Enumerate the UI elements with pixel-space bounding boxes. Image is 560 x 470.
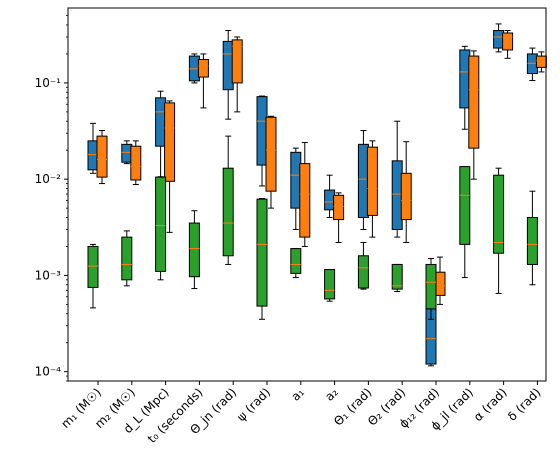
box-iqr	[299, 163, 311, 238]
x-axis: m₁ (M☉)m₂ (M☉)d_L (Mpc)t₀ (seconds)Θ_jn …	[58, 381, 544, 446]
box-2-3	[188, 210, 200, 290]
box-2-0	[87, 243, 99, 309]
box-1-2	[164, 100, 176, 233]
box-iqr	[256, 198, 268, 307]
box-iqr	[164, 102, 176, 182]
box-1-8	[366, 140, 378, 238]
box-1-12	[502, 30, 514, 59]
y-tick-label: 10⁻²	[35, 172, 62, 186]
x-tick-label: ψ (rad)	[234, 385, 273, 424]
box-0-1	[121, 140, 133, 165]
box-2-1	[121, 230, 133, 287]
box-2-13	[526, 190, 538, 286]
box-iqr	[468, 55, 480, 149]
plot-frame	[67, 7, 547, 382]
box-iqr	[96, 135, 108, 178]
box-2-6	[290, 248, 302, 279]
box-iqr	[155, 176, 167, 272]
box-iqr	[502, 32, 514, 51]
box-1-4	[231, 36, 243, 113]
y-tick-label: 10⁻¹	[35, 76, 62, 90]
box-iqr	[197, 59, 209, 78]
box-iqr	[324, 269, 336, 300]
box-iqr	[333, 194, 345, 221]
y-tick-label: 10⁻³	[35, 268, 62, 282]
box-iqr	[265, 116, 277, 192]
box-2-12	[493, 167, 505, 294]
box-1-11	[468, 50, 480, 180]
box-iqr	[459, 166, 471, 245]
box-iqr	[87, 245, 99, 288]
box-iqr	[400, 172, 412, 221]
box-1-9	[400, 141, 412, 243]
box-iqr	[222, 167, 234, 257]
box-0-7	[324, 174, 336, 218]
box-2-10	[425, 257, 437, 320]
box-iqr	[357, 255, 369, 289]
box-0-13	[526, 47, 538, 81]
box-iqr	[130, 145, 142, 181]
box-1-1	[130, 140, 142, 186]
box-1-6	[299, 142, 311, 247]
box-2-8	[357, 241, 369, 290]
box-2-5	[256, 197, 268, 320]
box-iqr	[391, 263, 403, 290]
box-0-4	[222, 30, 234, 120]
box-2-11	[459, 166, 471, 279]
box-iqr	[425, 263, 437, 310]
y-tick-label: 10⁻⁴	[35, 365, 62, 379]
box-iqr	[231, 39, 243, 84]
box-1-3	[197, 53, 209, 109]
box-2-9	[391, 263, 403, 293]
x-tick-label: a₁	[288, 385, 307, 404]
box-iqr	[535, 55, 547, 68]
y-axis: 10⁻⁴ 10⁻³ 10⁻² 10⁻¹	[35, 15, 68, 382]
x-tick-label: a₂	[322, 385, 341, 404]
box-iqr	[290, 248, 302, 274]
box-iqr	[188, 222, 200, 278]
plot-area	[67, 7, 547, 382]
x-tick-label: δ (rad)	[505, 385, 543, 423]
box-2-4	[222, 135, 234, 265]
box-iqr	[526, 216, 538, 265]
x-tick-label: α (rad)	[471, 385, 510, 424]
box-1-7	[333, 192, 345, 243]
box-1-5	[265, 115, 277, 209]
box-iqr	[493, 174, 505, 254]
box-iqr	[121, 236, 133, 281]
box-2-7	[324, 269, 336, 302]
box-2-2	[155, 176, 167, 281]
box-iqr	[366, 146, 378, 216]
box-1-0	[96, 130, 108, 185]
